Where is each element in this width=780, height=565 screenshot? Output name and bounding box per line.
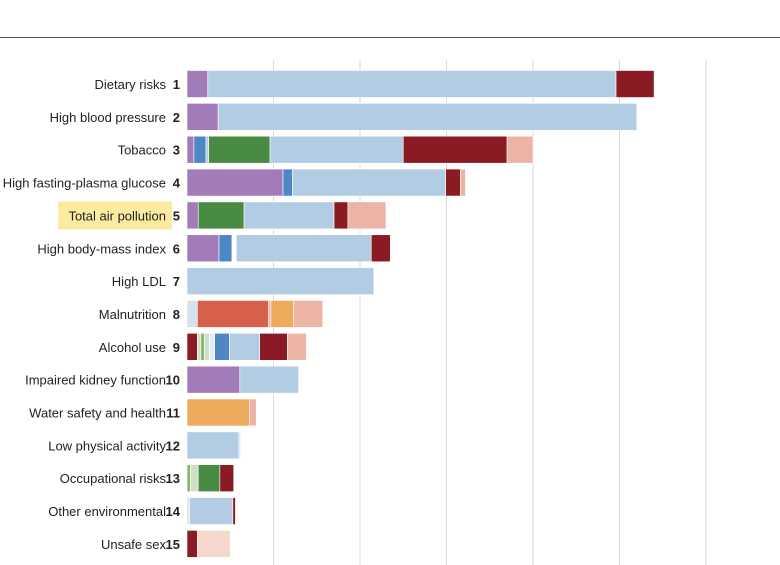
top-rule [0,37,780,38]
bar-segment [186,168,284,197]
bar-segment [615,70,655,98]
bar-segment [248,398,257,427]
category-label: Occupational risks [60,471,167,486]
bar-segment [207,70,617,98]
category-label: Dietary risks [94,77,166,92]
bar-segment [193,135,207,164]
bar-segment [460,168,466,197]
rank-label: 9 [173,340,180,355]
category-label: Tobacco [118,143,166,158]
rank-label: 2 [173,110,180,125]
bar-segment [197,530,231,558]
bar-segment [236,234,372,263]
bar-segment [200,332,205,361]
bar-segment [268,300,272,328]
category-label: Low physical activity [48,438,166,453]
bar-segment [208,135,271,164]
bar-segment [333,201,349,230]
bar-segment [445,168,461,197]
rank-label: 15 [166,537,180,552]
bar-segment [186,431,240,460]
bar-segment [282,168,293,197]
bar-segment [270,300,294,328]
rank-label: 7 [173,274,180,289]
bar-segment [186,267,375,295]
category-label: High LDL [112,274,166,289]
category-label: Unsafe sex [101,537,167,552]
bar-segment [186,201,199,230]
category-label: Impaired kidney function [25,373,166,388]
bar-segment [370,234,391,263]
category-label: High body-mass index [37,241,166,256]
category-label: High fasting-plasma glucose [3,176,166,191]
rank-label: 5 [173,208,180,223]
bar-segment [217,103,638,131]
bar-segment [186,398,250,427]
bar-segment [506,135,534,164]
bar-segment [347,201,387,230]
rank-label: 14 [166,504,181,519]
bar-segment [243,201,335,230]
bar-segment [186,464,191,493]
bar-segment [186,234,220,263]
rank-label: 1 [173,77,180,92]
bar-segment [229,332,260,361]
bar-segment [218,234,233,263]
category-label: Malnutrition [99,307,166,322]
bar-segment [186,365,241,394]
bar-segment [231,234,237,263]
bar-segment [197,201,245,230]
rank-label: 4 [173,176,181,191]
rank-label: 6 [173,241,180,256]
category-label: High blood pressure [50,110,166,125]
bar-segment [190,464,199,493]
bar-segment [186,530,198,558]
bar-segment [186,332,198,361]
bar-segment [209,332,215,361]
bar-segment [239,365,299,394]
category-label: Total air pollution [68,208,166,223]
rank-label: 8 [173,307,180,322]
category-label: Other environmental [48,504,166,519]
category-label: Alcohol use [99,340,166,355]
rank-label: 11 [166,406,180,421]
bar-segment [238,431,241,460]
bar-segment [186,497,190,525]
bar-segment [186,135,195,164]
bar-segment [197,464,221,493]
category-label: Water safety and health [29,406,166,421]
bar-segment [197,332,202,361]
bar-segment [287,332,307,361]
bar-segment [186,300,198,328]
bar-segment [205,135,209,164]
bar-segment [189,497,234,525]
bar-segment [204,332,210,361]
bar-segment [186,103,219,131]
bar-segment [214,332,230,361]
rank-label: 10 [166,373,180,388]
bar-segment [232,497,236,525]
bar-segment [269,135,404,164]
rank-label: 3 [173,143,180,158]
rank-label: 13 [166,471,180,486]
bar-segment [293,300,324,328]
bar-segment [292,168,446,197]
highlight-box [58,201,172,230]
bar-segment [402,135,508,164]
bar-segment [219,464,235,493]
rank-label: 12 [166,438,180,453]
bar-segment [197,300,269,328]
bar-segment [186,70,209,98]
bar-segment [259,332,288,361]
